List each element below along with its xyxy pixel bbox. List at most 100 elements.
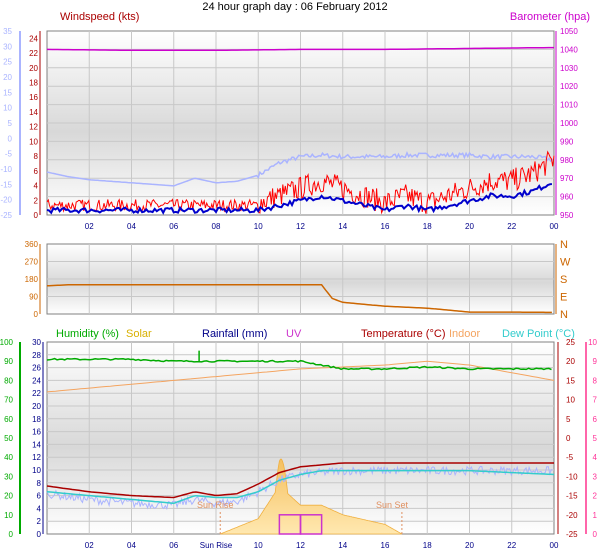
temperature-tick-label: -15 bbox=[566, 492, 578, 501]
hour-tick-label: 00 bbox=[550, 541, 559, 550]
humidity-tick-label: 100 bbox=[0, 338, 14, 347]
temperature-tick-label: -5 bbox=[5, 150, 13, 159]
humidity-line bbox=[46, 357, 552, 371]
hour-tick-label: 12 bbox=[296, 541, 305, 550]
dewpoint-line bbox=[46, 469, 555, 505]
temperature-tick-label: -20 bbox=[0, 196, 12, 205]
temperature-sensor-line bbox=[46, 465, 553, 511]
barometer-tick-label: 1010 bbox=[560, 101, 578, 110]
humidity-tick-label: 70 bbox=[4, 396, 13, 405]
temperature-tick-label: 15 bbox=[566, 376, 575, 385]
wind-direction-line bbox=[46, 284, 552, 314]
legend-solar: Solar bbox=[126, 328, 152, 340]
temperature-tick-label: -10 bbox=[566, 472, 578, 481]
rainfall-tick-label: 22 bbox=[32, 389, 41, 398]
hour-tick-label: 06 bbox=[169, 541, 178, 550]
barometer-axis-title: Barometer (hpa) bbox=[510, 11, 590, 23]
uv-tick-label: 1 bbox=[593, 511, 598, 520]
hour-tick-label: 20 bbox=[465, 222, 474, 231]
windspeed-tick-label: 10 bbox=[29, 137, 38, 146]
direction-tick-label: 90 bbox=[29, 293, 38, 302]
windspeed-tick-label: 6 bbox=[34, 167, 39, 176]
humidity-axis: 0 10 20 30 40 50 60 70 80 90 100 bbox=[0, 338, 21, 539]
sunset-label: Sun Set bbox=[376, 500, 409, 510]
sunrise-label: Sun Rise bbox=[197, 500, 234, 510]
uv-tick-label: 6 bbox=[593, 415, 598, 424]
uv-tick-label: 4 bbox=[593, 453, 598, 462]
uv-axis: 0 1 2 3 4 5 6 7 8 9 10 bbox=[585, 338, 598, 539]
panel3-series bbox=[46, 350, 555, 535]
uv-tick-label: 7 bbox=[593, 396, 598, 405]
windspeed-tick-label: 24 bbox=[29, 34, 38, 43]
temperature-axis: -25 -20 -15 -10 -5 0 5 10 15 20 25 bbox=[557, 338, 578, 539]
humidity-tick-label: 40 bbox=[4, 453, 13, 462]
barometer-tick-label: 1040 bbox=[560, 45, 578, 54]
barometer-tick-label: 980 bbox=[560, 156, 574, 165]
rainfall-tick-label: 18 bbox=[32, 415, 41, 424]
direction-tick-label: 180 bbox=[25, 275, 39, 284]
panel1-series bbox=[46, 46, 555, 215]
windspeed-tick-label: 2 bbox=[34, 196, 39, 205]
rainfall-tick-label: 24 bbox=[32, 376, 41, 385]
barometer-tick-label: 1000 bbox=[560, 119, 578, 128]
panel-humidity-temperature: Humidity (%) Solar Rainfall (mm) UV Temp… bbox=[0, 328, 598, 550]
direction-tick-label: 360 bbox=[25, 240, 39, 249]
humidity-tick-label: 60 bbox=[4, 415, 13, 424]
temperature-tick-label: -10 bbox=[0, 165, 12, 174]
rainfall-tick-label: 28 bbox=[32, 351, 41, 360]
rainfall-tick-label: 6 bbox=[37, 492, 42, 501]
legend-dewpoint: Dew Point (°C) bbox=[502, 328, 575, 340]
compass-label: E bbox=[560, 292, 567, 304]
panel3-hour-labels: 02 04 06 Sun Rise 10 12 14 16 18 20 22 00 bbox=[85, 541, 559, 550]
rainfall-tick-label: 10 bbox=[32, 466, 41, 475]
direction-tick-label: 270 bbox=[25, 258, 39, 267]
barometer-line bbox=[46, 46, 554, 52]
hour-tick-label: 14 bbox=[338, 541, 347, 550]
barometer-axis: 950 960 970 980 990 1000 1010 1020 1030 1040 1050 bbox=[555, 27, 578, 220]
windspeed-axis-title: Windspeed (kts) bbox=[60, 11, 139, 23]
indoor-temperature-line bbox=[46, 360, 555, 393]
hour-tick-label: 12 bbox=[296, 222, 305, 231]
panel2-series bbox=[46, 284, 552, 314]
legend-temperature: Temperature (°C) bbox=[361, 328, 445, 340]
temperature-line bbox=[46, 462, 554, 499]
hour-tick-label: 20 bbox=[465, 541, 474, 550]
hour-tick-label: 08 bbox=[212, 222, 221, 231]
temperature-tick-label: 35 bbox=[3, 27, 12, 36]
temperature-tick-label: 15 bbox=[3, 88, 12, 97]
uv-tick-label: 2 bbox=[593, 492, 598, 501]
hour-tick-label: Sun Rise bbox=[200, 541, 233, 550]
humidity-tick-label: 20 bbox=[4, 492, 13, 501]
rainfall-tick-label: 26 bbox=[32, 364, 41, 373]
legend-uv: UV bbox=[286, 328, 302, 340]
rainfall-tick-label: 12 bbox=[32, 453, 41, 462]
windspeed-line bbox=[46, 150, 555, 215]
rainfall-tick-label: 8 bbox=[37, 479, 42, 488]
hour-tick-label: 02 bbox=[85, 222, 94, 231]
compass-label: N bbox=[560, 239, 568, 251]
windspeed-tick-label: 20 bbox=[29, 64, 38, 73]
temperature-axis-blue: -25 -20 -15 -10 -5 0 5 10 15 20 25 30 35 bbox=[0, 27, 21, 220]
barometer-tick-label: 1020 bbox=[560, 82, 578, 91]
temperature-line bbox=[46, 151, 555, 187]
graph-title: 24 hour graph day : 06 February 2012 bbox=[202, 1, 387, 13]
legend-humidity: Humidity (%) bbox=[56, 328, 119, 340]
hour-tick-label: 16 bbox=[381, 222, 390, 231]
windspeed-tick-label: 16 bbox=[29, 93, 38, 102]
compass-label: W bbox=[560, 257, 571, 269]
temperature-tick-label: 5 bbox=[566, 415, 571, 424]
uv-tick-label: 5 bbox=[593, 434, 598, 443]
temperature-tick-label: -5 bbox=[566, 453, 574, 462]
uv-bar bbox=[299, 514, 323, 535]
hour-tick-label: 18 bbox=[423, 222, 432, 231]
temperature-tick-label: 30 bbox=[3, 42, 12, 51]
barometer-tick-label: 1050 bbox=[560, 27, 578, 36]
rainfall-tick-label: 0 bbox=[37, 530, 42, 539]
humidity-tick-label: 10 bbox=[4, 511, 13, 520]
hour-tick-label: 02 bbox=[85, 541, 94, 550]
solar-area bbox=[220, 458, 403, 535]
temperature-tick-label: 20 bbox=[566, 357, 575, 366]
temperature-tick-label: -20 bbox=[566, 511, 578, 520]
